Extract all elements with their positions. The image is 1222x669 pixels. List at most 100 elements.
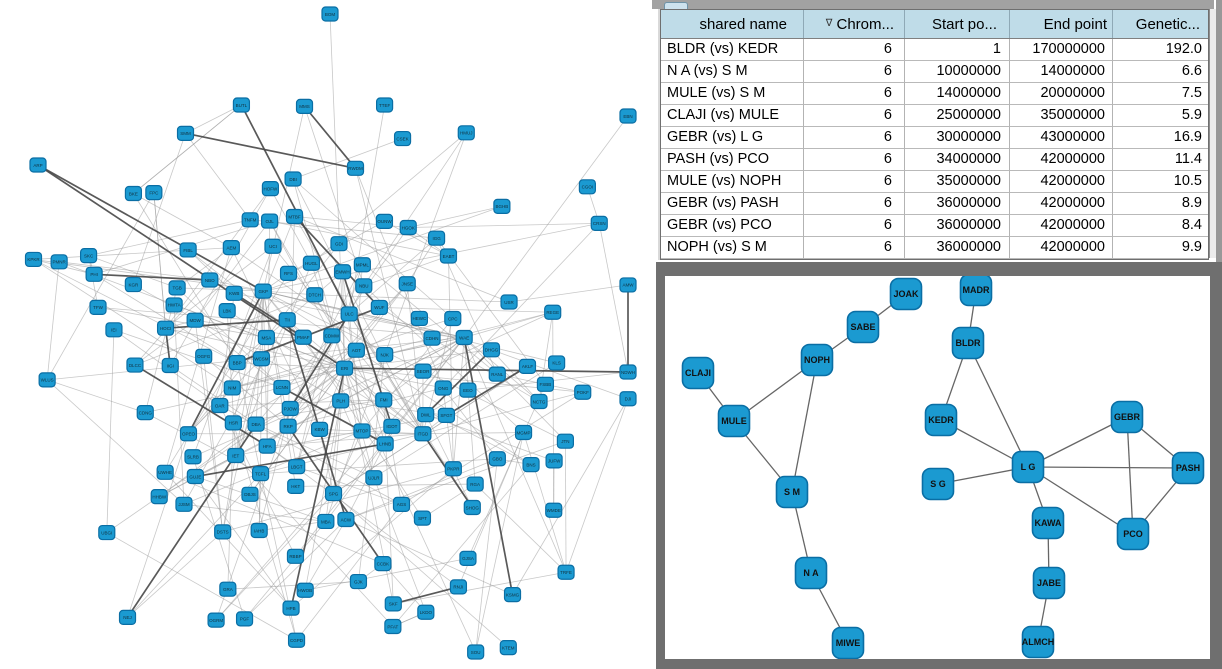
network-node[interactable]: PMAF (294, 329, 312, 345)
network-node[interactable]: NDWH (619, 364, 637, 380)
table-row[interactable]: GEBR (vs) PCO 6 36000000 42000000 8.4 (661, 215, 1208, 237)
network-node-sg[interactable]: S G (921, 467, 955, 501)
network-node[interactable]: JUFW (545, 453, 563, 469)
network-node[interactable]: HEWC (410, 310, 428, 327)
network-node[interactable]: PFAT (384, 618, 402, 635)
network-node[interactable]: JNSE (398, 276, 416, 292)
network-node[interactable]: CCBK (374, 555, 392, 572)
network-node[interactable]: GBO (488, 451, 506, 467)
network-node[interactable]: CRSN (590, 215, 608, 231)
network-node[interactable]: AKLF (518, 358, 537, 374)
network-node[interactable]: TTEF (375, 97, 394, 113)
network-node[interactable]: ACW (337, 511, 355, 528)
table-row[interactable]: GEBR (vs) L G 6 30000000 43000000 16.9 (661, 127, 1208, 149)
network-node[interactable]: DBA (247, 416, 265, 432)
network-node[interactable]: NJK (376, 346, 394, 363)
network-node[interactable]: BUTL (232, 97, 251, 113)
network-node[interactable]: UJLR (365, 470, 383, 486)
network-node-na[interactable]: N A (794, 556, 828, 590)
network-node[interactable]: PJOW (281, 400, 299, 417)
network-node[interactable]: ITGD (414, 426, 432, 442)
table-row[interactable]: CLAJI (vs) MULE 6 25000000 35000000 5.9 (661, 105, 1208, 127)
network-node[interactable]: SKF (384, 596, 402, 612)
table-row[interactable]: NOPH (vs) S M 6 36000000 42000000 9.9 (661, 237, 1208, 259)
network-node[interactable]: WUF (370, 299, 388, 316)
network-node[interactable]: IGG (427, 230, 446, 246)
network-node[interactable]: SFGT (437, 407, 456, 423)
network-node[interactable]: GJSA (459, 550, 477, 566)
network-node[interactable]: TNFM (241, 212, 259, 228)
network-node[interactable]: CDMW (323, 328, 341, 344)
network-node[interactable]: MSA (257, 329, 275, 346)
network-node[interactable]: MMS (295, 98, 314, 114)
network-node[interactable]: CPC (444, 310, 462, 327)
network-node[interactable]: WLUS (38, 372, 56, 388)
network-node[interactable]: HHBW (150, 489, 168, 505)
network-node[interactable]: USR (500, 294, 518, 310)
network-node[interactable]: JJSM (175, 496, 193, 512)
network-node[interactable]: SKC (79, 248, 98, 264)
network-node[interactable]: HUGL (302, 255, 321, 271)
network-node[interactable]: DJI (619, 391, 637, 407)
network-node[interactable]: PLH (332, 393, 350, 409)
network-node-madr[interactable]: MADR (959, 276, 993, 307)
column-header-genetic[interactable]: Genetic... (1112, 10, 1208, 38)
network-node[interactable]: OAR (211, 397, 229, 414)
network-node[interactable]: HWOB (296, 582, 314, 598)
network-node[interactable]: EMWH (333, 264, 352, 280)
network-node[interactable]: CDHN (423, 330, 441, 346)
network-node[interactable]: OPEO (179, 426, 198, 442)
network-node[interactable]: MTOP (353, 423, 371, 439)
network-node-bldr[interactable]: BLDR (951, 326, 985, 360)
network-node[interactable]: GDI (330, 236, 348, 252)
network-node-pco[interactable]: PCO (1116, 517, 1150, 551)
network-node[interactable]: BGHB (493, 198, 511, 214)
network-node[interactable]: SOU (467, 644, 485, 660)
panel-tab-fragment[interactable] (664, 2, 688, 10)
network-node[interactable]: UCI (264, 238, 282, 254)
network-view-secondary[interactable]: JOAK MADR SABE BLDR NOPH CLAJI GEBR MULE KEDR L G… (665, 276, 1210, 659)
network-node[interactable]: NIM (223, 380, 241, 396)
column-header-chrom[interactable]: ∇ Chrom... (803, 10, 904, 38)
network-node[interactable]: IEI (105, 322, 123, 338)
network-node[interactable]: GKP (254, 283, 272, 299)
network-node[interactable]: MPML (353, 257, 371, 273)
network-node[interactable]: CDNG (136, 405, 154, 421)
network-node-sm[interactable]: S M (775, 475, 809, 509)
network-node[interactable]: RNJI (449, 579, 468, 595)
network-node[interactable]: MBA (317, 513, 335, 530)
network-node-gebr[interactable]: GEBR (1110, 400, 1144, 434)
network-node[interactable]: PGF (235, 611, 254, 627)
filter-icon[interactable]: ∇ (825, 17, 833, 29)
network-node[interactable]: LCNN (273, 379, 291, 396)
network-node[interactable]: LBK (218, 303, 236, 319)
network-node[interactable]: PKPR (444, 461, 462, 477)
network-node[interactable]: NCTG (530, 393, 548, 410)
network-node[interactable]: KTEM (499, 640, 517, 656)
network-node[interactable]: ONG (434, 380, 452, 396)
network-node[interactable]: DTCH (306, 287, 324, 303)
network-node[interactable]: KWB (225, 285, 243, 301)
network-node[interactable]: HMUJ (457, 125, 475, 141)
network-node[interactable]: TGB (168, 280, 186, 296)
network-node[interactable]: CGOI (578, 179, 596, 195)
network-node[interactable]: GUJE (186, 468, 204, 485)
network-node[interactable]: RBBP (286, 548, 305, 564)
network-node[interactable]: MDW (186, 312, 204, 328)
network-node[interactable]: RFS (279, 265, 298, 281)
network-node-pash[interactable]: PASH (1171, 451, 1205, 485)
network-node[interactable]: HFA (258, 438, 276, 454)
network-node[interactable]: TII (278, 312, 296, 328)
network-node-lg[interactable]: L G (1011, 450, 1045, 484)
network-node[interactable]: KLS (548, 355, 566, 371)
main-network-canvas[interactable]: BOM ARP OGFG SKC IAHB DBI BUTL AGS MGMP SHOG OUNW A… (0, 0, 652, 669)
network-node-joak[interactable]: JOAK (889, 277, 923, 311)
network-node[interactable]: CSEK (393, 130, 412, 147)
network-node[interactable]: HWTA (165, 297, 183, 313)
network-node[interactable]: SEOR (414, 363, 432, 379)
network-node[interactable]: IET (227, 447, 245, 464)
network-node[interactable]: SHOG (463, 499, 481, 516)
column-header-startpo[interactable]: Start po... (904, 10, 1009, 38)
network-node[interactable]: SMM (176, 125, 195, 141)
network-node[interactable]: HPB (282, 600, 300, 616)
